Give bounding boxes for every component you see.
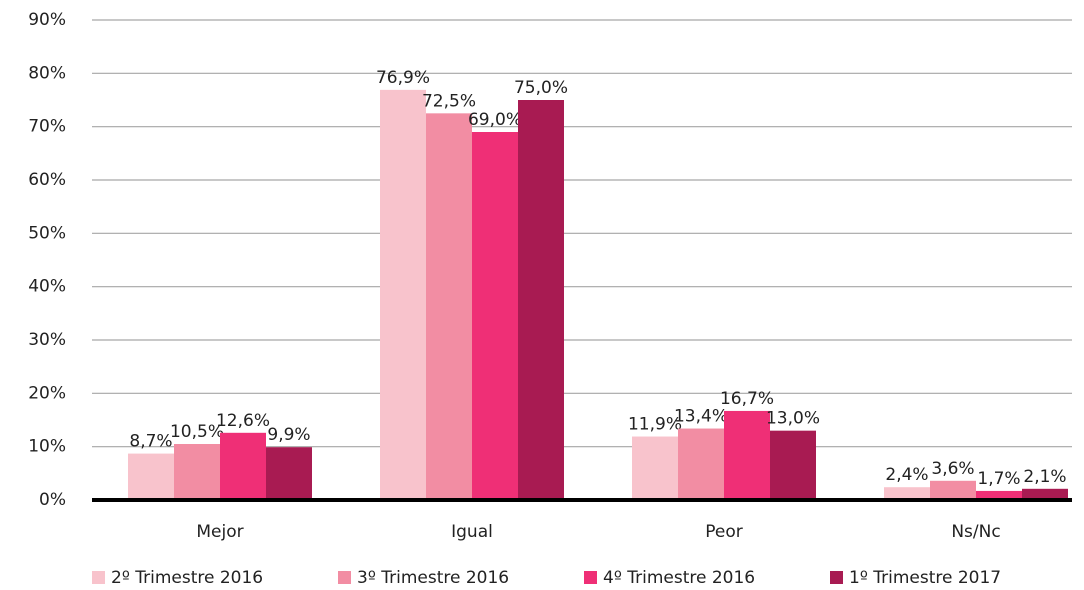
x-tick-label: Igual [451,522,493,542]
y-tick-label: 40% [28,277,66,297]
legend-label: 1º Trimestre 2017 [849,568,1001,588]
y-tick-label: 30% [28,330,66,350]
bar [380,89,426,500]
y-tick-label: 0% [39,490,66,510]
bar [632,436,678,500]
data-label: 76,9% [376,68,430,88]
bar [1022,488,1068,500]
bar [724,410,770,500]
data-label: 9,9% [267,425,310,445]
y-tick-label: 20% [28,383,66,403]
bar [220,432,266,500]
legend-label: 2º Trimestre 2016 [111,568,263,588]
y-tick-label: 10% [28,437,66,457]
data-label: 13,0% [766,409,820,429]
data-label: 69,0% [468,110,522,130]
data-label: 2,1% [1023,467,1066,487]
y-tick-label: 80% [28,63,66,83]
data-label: 3,6% [931,459,974,479]
bar [518,100,564,500]
data-label: 10,5% [170,422,224,442]
data-label: 2,4% [885,465,928,485]
bar [472,132,518,500]
bar [128,453,174,500]
data-label: 8,7% [129,432,172,452]
bar [770,430,816,500]
y-tick-label: 60% [28,170,66,190]
data-label: 12,6% [216,411,270,431]
x-tick-label: Peor [705,522,743,542]
y-tick-label: 90% [28,10,66,30]
data-label: 1,7% [977,469,1020,489]
legend-label: 4º Trimestre 2016 [603,568,755,588]
bar [266,447,312,500]
legend-swatch [830,571,843,584]
legend-swatch [92,571,105,584]
y-tick-label: 50% [28,223,66,243]
data-label: 16,7% [720,389,774,409]
legend-label: 3º Trimestre 2016 [357,568,509,588]
bar [884,487,930,500]
legend-swatch [584,571,597,584]
data-label: 75,0% [514,78,568,98]
bar [426,113,472,500]
data-label: 13,4% [674,407,728,427]
data-label: 11,9% [628,415,682,435]
x-tick-label: Mejor [196,522,243,542]
y-tick-label: 70% [28,117,66,137]
legend-swatch [338,571,351,584]
bar [976,490,1022,500]
bar [930,480,976,500]
x-tick-label: Ns/Nc [951,522,1000,542]
bar [678,428,724,500]
bar [174,444,220,500]
data-label: 72,5% [422,91,476,111]
